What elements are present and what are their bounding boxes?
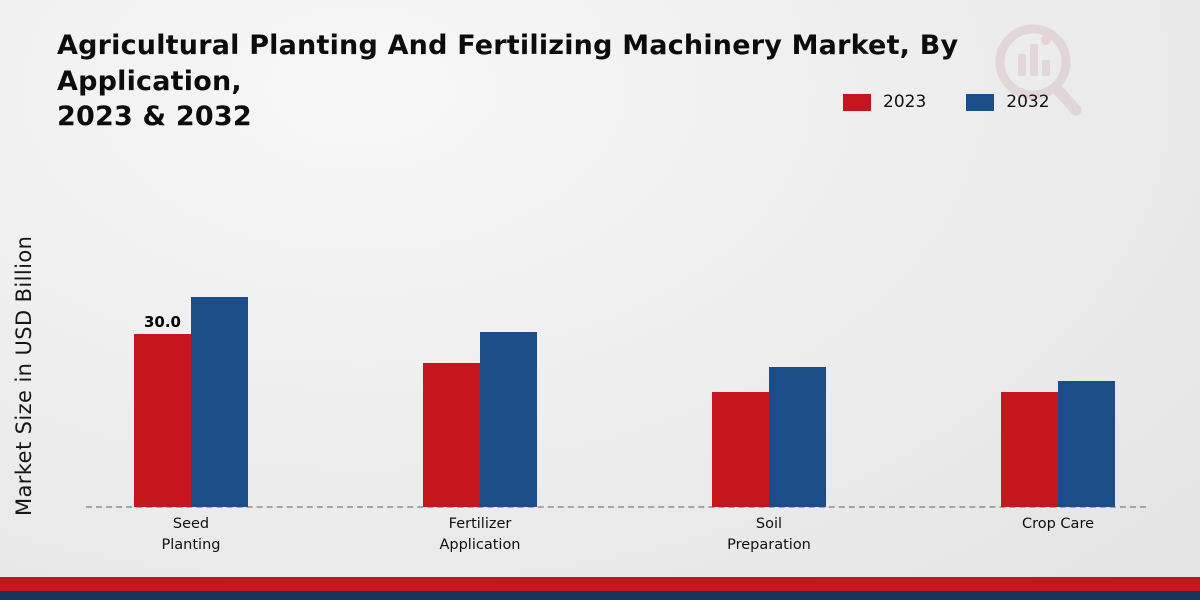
category-label-crop-care: Crop Care: [1021, 516, 1095, 532]
category-label-seed-planting: Seed Planting: [161, 516, 221, 554]
category-label-soil-preparation: Soil Preparation: [727, 516, 811, 554]
legend: 2023 2032: [843, 92, 1050, 112]
bar-2032-fertilizer-application: [480, 332, 537, 507]
footer-red-strip: [0, 577, 1200, 591]
legend-swatch-2023-icon: [843, 93, 871, 111]
chart-title: Agricultural Planting And Fertilizing Ma…: [57, 30, 959, 133]
legend-item-2023: 2023: [843, 92, 926, 112]
watermark-logo-icon: [995, 24, 1082, 116]
bar-2023-soil-preparation: [712, 392, 769, 507]
legend-label-2023: 2023: [883, 92, 927, 112]
x-axis-baseline: [86, 506, 1146, 508]
legend-swatch-2032-icon: [966, 93, 995, 111]
bar-2032-seed-planting: [191, 297, 248, 507]
legend-label-2032: 2032: [1006, 92, 1050, 112]
bar-2032-crop-care: [1058, 381, 1115, 507]
bar-2023-fertilizer-application: [423, 363, 480, 507]
footer-navy-strip: [0, 591, 1200, 600]
bar-2023-crop-care: [1001, 392, 1058, 507]
category-label-fertilizer-application: Fertilizer Application: [439, 516, 521, 554]
legend-item-2032: 2032: [966, 92, 1050, 112]
bar-value-label: 30.0: [143, 313, 181, 331]
bar-2032-soil-preparation: [769, 367, 826, 507]
bar-2023-seed-planting: [134, 334, 191, 507]
